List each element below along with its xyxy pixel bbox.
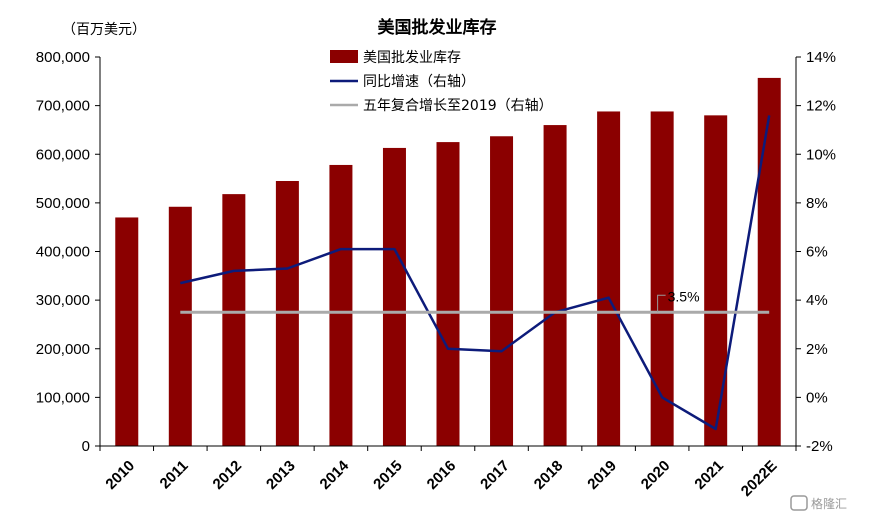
- bar: [436, 142, 460, 446]
- left-tick-label: 600,000: [36, 146, 90, 163]
- watermark-logo-icon: [790, 495, 808, 511]
- x-axis: 2010 2011 2012 2013 2014 2015 2016 2017 2018 2019…: [99, 445, 797, 500]
- line-series: [180, 115, 771, 431]
- left-tick-label: 300,000: [36, 292, 90, 309]
- bar: [597, 111, 621, 447]
- right-tick-label: 12%: [806, 98, 836, 115]
- bar: [168, 206, 192, 446]
- bar: [222, 194, 246, 446]
- right-tick-label: -2%: [806, 438, 833, 455]
- left-tick-label: 0: [82, 438, 90, 455]
- left-tick-label: 100,000: [36, 389, 90, 406]
- legend-swatch: [330, 50, 358, 63]
- x-tick-label: 2019: [584, 457, 620, 493]
- left-axis: 0 100,000 200,000 300,000 400,000 500,000 600,…: [36, 49, 101, 455]
- right-tick-label: 8%: [806, 195, 828, 212]
- left-axis-unit: （百万美元）: [62, 22, 146, 38]
- left-tick-label: 500,000: [36, 195, 90, 212]
- bar: [704, 115, 728, 446]
- x-tick-label: 2014: [317, 457, 353, 493]
- x-tick-label: 2021: [691, 457, 727, 493]
- right-tick-label: 2%: [806, 341, 828, 358]
- right-tick-label: 0%: [806, 389, 828, 406]
- x-tick-label: 2011: [157, 457, 192, 492]
- right-tick-label: 14%: [806, 49, 836, 66]
- bar: [757, 77, 781, 446]
- legend-label: 五年复合增长至2019（右轴）: [363, 97, 553, 114]
- bar: [382, 147, 406, 446]
- legend-label: 同比增速（右轴）: [363, 74, 475, 90]
- bar-series: [115, 77, 781, 447]
- x-tick-label: 2016: [424, 457, 460, 493]
- bar: [543, 125, 567, 446]
- x-tick-label: 2012: [210, 457, 246, 493]
- left-tick-label: 800,000: [36, 49, 90, 66]
- left-tick-label: 200,000: [36, 341, 90, 358]
- annotation-label: 3.5%: [668, 288, 700, 304]
- left-tick-label: 700,000: [36, 98, 90, 115]
- series-line: [180, 115, 771, 431]
- x-tick-label: 2022E: [738, 457, 781, 500]
- left-tick-label: 400,000: [36, 244, 90, 261]
- chart-title: 美国批发业库存: [378, 17, 497, 38]
- right-axis: -2% 0% 2% 4% 6% 8% 10% 12% 14%: [795, 49, 836, 455]
- right-tick-label: 4%: [806, 292, 828, 309]
- watermark-text: 格隆汇: [811, 496, 847, 511]
- x-tick-label: 2020: [638, 457, 674, 493]
- bar: [115, 217, 139, 446]
- bar: [650, 111, 674, 447]
- x-tick-label: 2015: [370, 457, 406, 493]
- legend-label: 美国批发业库存: [363, 50, 461, 66]
- x-tick-label: 2017: [477, 457, 513, 493]
- watermark: 格隆汇: [790, 495, 847, 511]
- bar: [490, 136, 514, 447]
- right-tick-label: 10%: [806, 146, 836, 163]
- annotation-leader: [657, 294, 666, 313]
- annotations: 3.5%: [657, 288, 700, 313]
- bar: [329, 164, 353, 446]
- x-tick-label: 2013: [263, 457, 299, 493]
- x-tick-label: 2018: [531, 457, 567, 493]
- right-tick-label: 6%: [806, 244, 828, 261]
- x-tick-label: 2010: [102, 457, 138, 493]
